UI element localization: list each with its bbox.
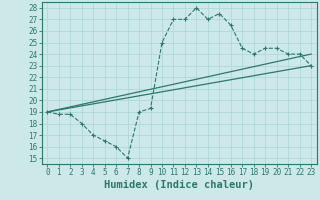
X-axis label: Humidex (Indice chaleur): Humidex (Indice chaleur) bbox=[104, 180, 254, 190]
